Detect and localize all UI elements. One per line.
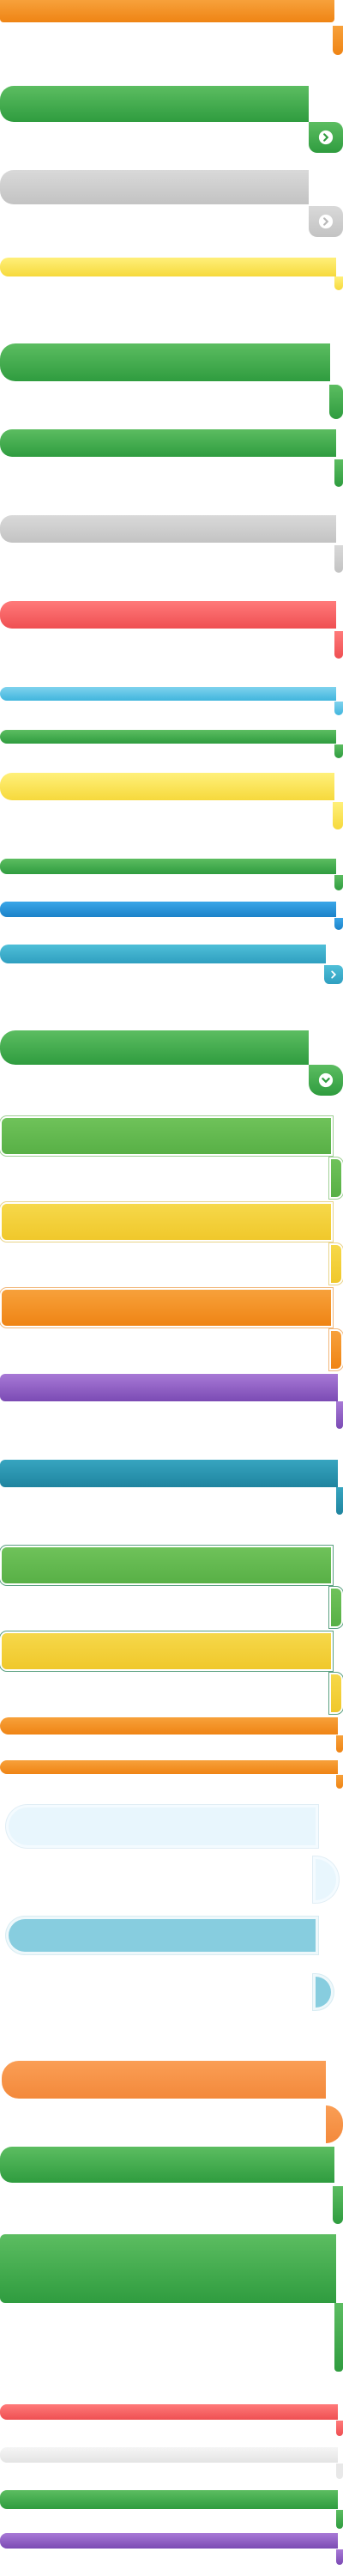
teal-tab-1[interactable]: [336, 1487, 343, 1515]
green-block: [0, 2234, 336, 2303]
green-tab-5[interactable]: [334, 875, 343, 890]
green-block-tab[interactable]: [334, 2303, 343, 2372]
red-tab-2[interactable]: [336, 2421, 343, 2436]
blue-bar-1: [0, 902, 336, 917]
orange-tab-2[interactable]: [331, 1331, 341, 1369]
orange-tab-1[interactable]: [333, 26, 343, 55]
green-bar-2: [0, 343, 330, 381]
orange-tab-3[interactable]: [336, 1735, 343, 1753]
green-tab-2[interactable]: [329, 385, 343, 419]
red-bar-1: [0, 601, 336, 629]
light-green-tab-2[interactable]: [331, 1589, 341, 1626]
light-blue-tab-1[interactable]: [334, 702, 343, 715]
light-gray-bar: [0, 2447, 338, 2463]
gray-bar-1: [0, 170, 309, 204]
green-bar-1: [0, 86, 309, 122]
orange-bar-1: [0, 0, 334, 22]
sky-blue-pill: [9, 1919, 316, 1952]
purple-bar-2: [0, 2533, 338, 2549]
green-tab-1[interactable]: [309, 122, 343, 153]
big-orange-tab[interactable]: [326, 2105, 343, 2143]
green-tab-6[interactable]: [309, 1065, 343, 1096]
sky-blue-tab[interactable]: [316, 1977, 331, 2008]
yellow-bar-2: [0, 773, 334, 800]
cyan-tab-1[interactable]: [324, 965, 343, 984]
light-gray-tab[interactable]: [336, 2464, 343, 2479]
chevron-right-icon: [318, 214, 334, 229]
green-tab-8[interactable]: [336, 2510, 343, 2529]
orange-outlined-bar: [2, 1290, 331, 1326]
gray-bar-2: [0, 515, 336, 543]
purple-tab-1[interactable]: [336, 1401, 343, 1429]
green-bar-3: [0, 429, 336, 457]
teal-bar-1: [0, 1460, 338, 1487]
purple-bar-1: [0, 1374, 338, 1401]
gold-tab[interactable]: [331, 1245, 341, 1283]
green-tab-4[interactable]: [334, 744, 343, 758]
green-bar-7: [0, 2147, 334, 2183]
light-green-outlined-bar: [2, 1118, 331, 1154]
chevron-right-icon: [331, 970, 337, 979]
red-bar-2: [0, 2404, 338, 2420]
green-tab-3[interactable]: [334, 459, 343, 487]
gray-tab-2[interactable]: [334, 545, 343, 573]
gold-outlined-bar: [2, 1204, 331, 1240]
cyan-bar-1: [0, 945, 326, 963]
yellow-tab-2[interactable]: [333, 802, 343, 829]
orange-bar-2: [0, 1717, 338, 1735]
gold-tab-2[interactable]: [331, 1674, 341, 1712]
green-tab-7[interactable]: [333, 2186, 343, 2224]
blue-tab-1[interactable]: [334, 918, 343, 930]
light-green-tab[interactable]: [331, 1159, 341, 1197]
light-blue-bar-1: [0, 687, 336, 701]
red-tab-1[interactable]: [334, 631, 343, 659]
green-bar-5: [0, 859, 336, 874]
big-orange-bar: [2, 2061, 326, 2099]
chevron-right-icon: [318, 130, 334, 145]
orange-tab-4[interactable]: [336, 1775, 343, 1789]
green-bar-6: [0, 1030, 309, 1065]
purple-tab-2[interactable]: [336, 2549, 343, 2565]
pale-blue-tab[interactable]: [316, 1859, 336, 1900]
gray-tab-1[interactable]: [309, 206, 343, 237]
light-green-outlined-bar-2: [2, 1547, 331, 1583]
green-bar-4: [0, 730, 336, 744]
orange-bar-3: [0, 1760, 338, 1774]
green-bar-8: [0, 2490, 338, 2509]
gold-outlined-bar-2: [2, 1633, 331, 1669]
yellow-tab-1[interactable]: [334, 276, 343, 290]
pale-blue-pill: [9, 1807, 316, 1845]
yellow-bar-1: [0, 258, 336, 276]
chevron-down-icon: [318, 1072, 334, 1088]
